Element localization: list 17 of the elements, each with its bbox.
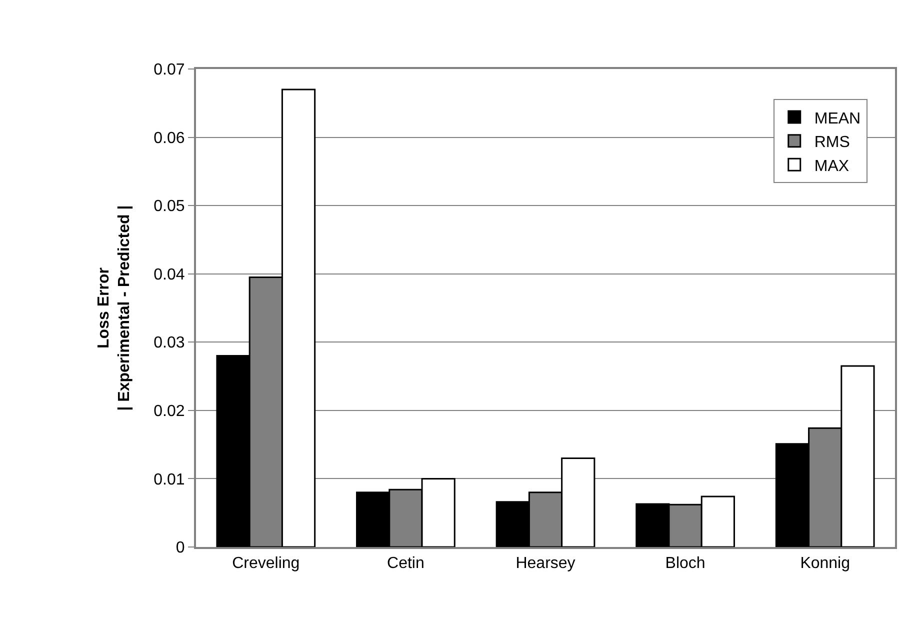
legend-label: MAX [814, 158, 850, 175]
x-tick-label: Cetin [387, 555, 424, 572]
y-axis-title: Loss Error | Experimental - Predicted | [95, 205, 134, 411]
x-tick-label: Creveling [232, 555, 300, 572]
y-tick-label: 0.01 [154, 471, 185, 488]
y-tick-label: 0.06 [154, 130, 185, 147]
y-tick-label: 0.05 [154, 198, 185, 216]
y-tick-label: 0 [176, 540, 185, 557]
x-tick-label: Hearsey [516, 555, 576, 572]
y-tick-label: 0.04 [154, 266, 185, 284]
legend-label: RMS [814, 134, 850, 152]
x-tick-label: Konnig [800, 555, 850, 572]
y-tick-label: 0.03 [154, 334, 185, 352]
legend-label: MEAN [814, 110, 861, 128]
y-tick-label: 0.02 [154, 403, 185, 420]
y-tick-label: 0.07 [154, 62, 185, 79]
x-tick-label: Bloch [665, 555, 706, 572]
